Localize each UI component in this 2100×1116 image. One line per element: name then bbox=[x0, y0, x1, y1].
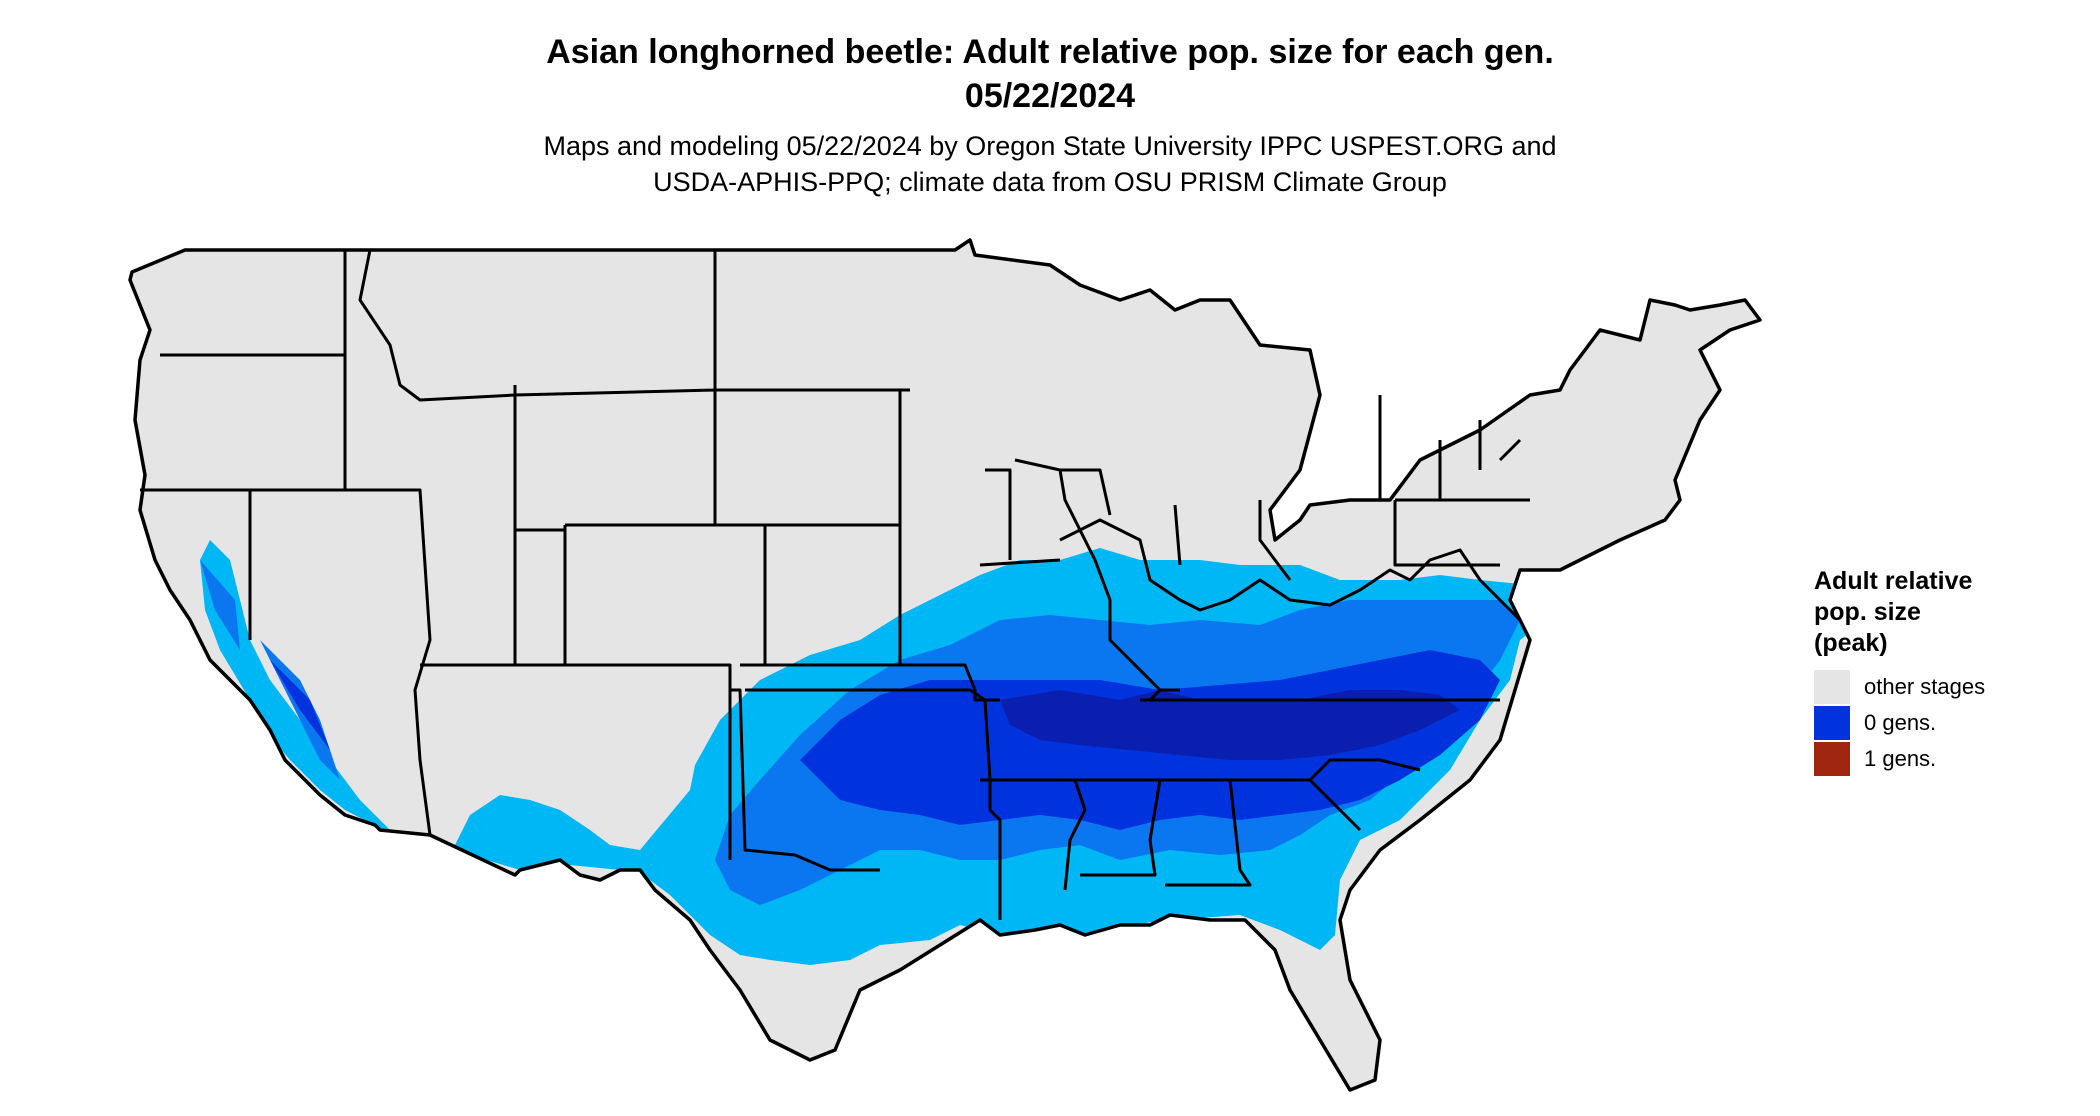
dark-blue-region bbox=[270, 650, 1500, 830]
legend-label-0-gens: 0 gens. bbox=[1864, 710, 1937, 735]
population-bands bbox=[200, 540, 1560, 965]
legend-title-line-1: Adult relative bbox=[1814, 567, 1973, 595]
subtitle-line-2: USDA-APHIS-PPQ; climate data from OSU PR… bbox=[653, 167, 1447, 197]
legend-swatch-1-gens bbox=[1814, 742, 1850, 776]
legend-label-other-stages: other stages bbox=[1864, 674, 1986, 699]
title-line-1: Asian longhorned beetle: Adult relative … bbox=[546, 33, 1554, 71]
legend-item-other-stages: other stages bbox=[1814, 669, 1985, 705]
legend-swatch-0-gens bbox=[1814, 706, 1850, 740]
legend-title-line-2: pop. size bbox=[1814, 598, 1921, 626]
legend: Adult relative pop. size (peak) other st… bbox=[1814, 566, 1985, 777]
legend-title: Adult relative pop. size (peak) bbox=[1814, 566, 1985, 659]
state-borders bbox=[140, 249, 1530, 920]
legend-item-1-gens: 1 gens. bbox=[1814, 741, 1985, 777]
map-title: Asian longhorned beetle: Adult relative … bbox=[0, 30, 2100, 118]
legend-swatch-other-stages bbox=[1814, 670, 1850, 704]
subtitle-line-1: Maps and modeling 05/22/2024 by Oregon S… bbox=[543, 131, 1557, 161]
legend-title-line-3: (peak) bbox=[1814, 629, 1888, 657]
map-subtitle: Maps and modeling 05/22/2024 by Oregon S… bbox=[0, 128, 2100, 200]
legend-item-0-gens: 0 gens. bbox=[1814, 705, 1985, 741]
legend-label-1-gens: 1 gens. bbox=[1864, 746, 1937, 771]
title-line-2: 05/22/2024 bbox=[964, 77, 1136, 115]
interior-state-lines bbox=[140, 249, 1530, 920]
deep-blue-region bbox=[1000, 690, 1460, 760]
